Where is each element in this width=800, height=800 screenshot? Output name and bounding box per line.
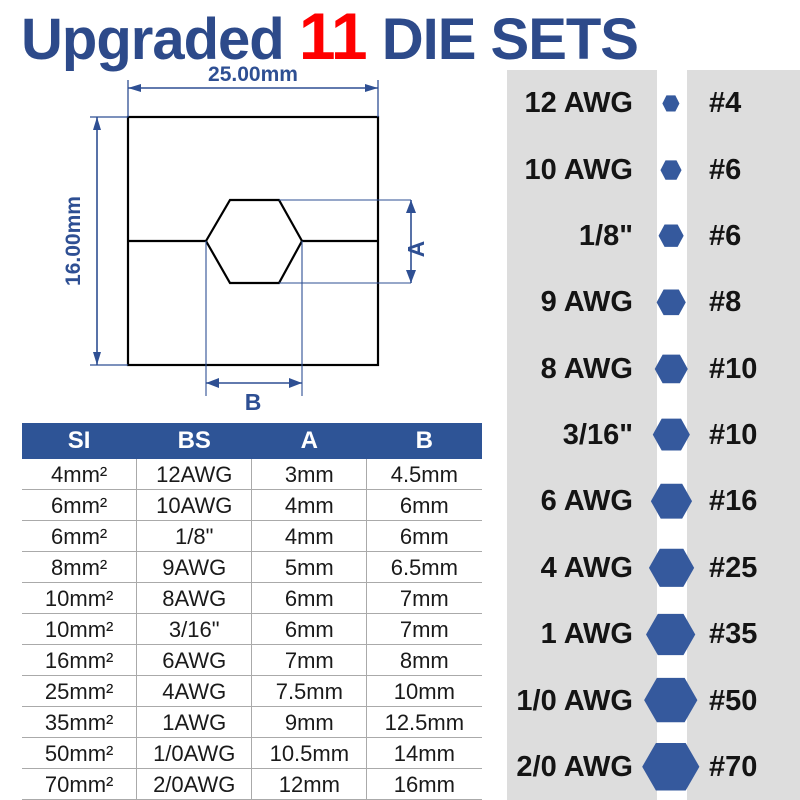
svg-text:16.00mm: 16.00mm	[62, 196, 85, 286]
svg-text:B: B	[245, 389, 262, 415]
svg-text:A: A	[403, 241, 429, 258]
svg-text:25.00mm: 25.00mm	[208, 63, 298, 86]
